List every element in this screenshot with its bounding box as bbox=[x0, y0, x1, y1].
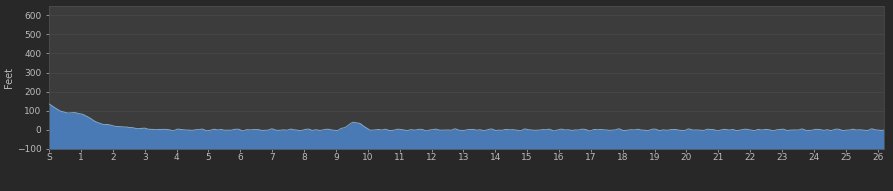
Y-axis label: Feet: Feet bbox=[4, 67, 14, 88]
